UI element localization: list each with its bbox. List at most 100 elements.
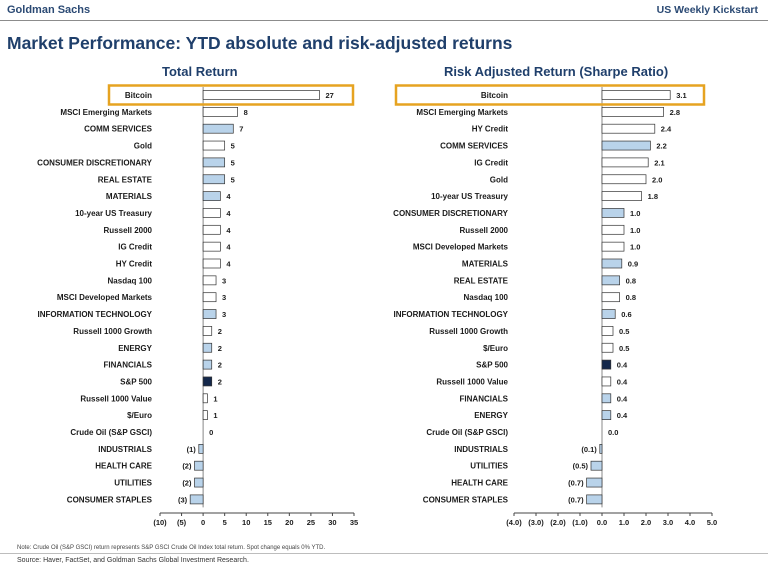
sharpe-ratio-bar — [601, 174, 647, 185]
sharpe-ratio-bar — [601, 157, 649, 168]
sharpe-ratio-value-label: (0.7) — [568, 479, 584, 488]
sharpe-ratio-bar — [601, 106, 664, 117]
sharpe-ratio-value-label: 1.0 — [630, 226, 640, 235]
total-return-x-tick-label: 15 — [264, 518, 272, 527]
total-return-value-label: 4 — [226, 226, 231, 235]
sharpe-ratio-value-label: 0.5 — [619, 344, 629, 353]
total-return-category-label: ENERGY — [118, 344, 152, 353]
sharpe-ratio-category-label: MSCI Developed Markets — [413, 243, 509, 252]
total-return-value-label: 3 — [222, 276, 226, 285]
total-return-value-label: 4 — [226, 192, 231, 201]
report-name: US Weekly Kickstart — [656, 4, 758, 16]
sharpe-ratio-category-label: MSCI Emerging Markets — [416, 108, 508, 117]
total-return-category-label: S&P 500 — [120, 377, 152, 386]
total-return-category-label: HY Credit — [116, 260, 153, 269]
sharpe-ratio-value-label: 3.1 — [676, 91, 686, 100]
total-return-bar — [202, 123, 234, 134]
sharpe-ratio-value-label: 0.4 — [617, 361, 628, 370]
sharpe-ratio-highlight-box — [394, 84, 706, 106]
total-return-category-label: Bitcoin — [125, 91, 152, 100]
total-return-bar — [202, 292, 217, 303]
sharpe-ratio-category-label: Nasdaq 100 — [464, 293, 509, 302]
sharpe-ratio-category-label: HEALTH CARE — [451, 479, 508, 488]
total-return-value-label: (2) — [182, 462, 192, 471]
header-divider — [0, 20, 768, 21]
sharpe-ratio-category-label: MATERIALS — [462, 260, 509, 269]
total-return-category-label: FINANCIALS — [104, 361, 153, 370]
total-return-bar — [202, 224, 221, 235]
sharpe-ratio-x-tick-label: 1.0 — [619, 518, 629, 527]
sharpe-ratio-x-tick-label: 0.0 — [597, 518, 607, 527]
total-return-category-label: Russell 1000 Growth — [73, 327, 152, 336]
sharpe-ratio-bar — [601, 326, 614, 336]
sharpe-ratio-category-label: CONSUMER STAPLES — [423, 495, 509, 504]
total-return-bar — [202, 157, 226, 168]
sharpe-ratio-bar — [601, 359, 612, 370]
sharpe-ratio-category-label: UTILITIES — [470, 462, 508, 471]
total-return-bar — [202, 393, 208, 404]
total-return-value-label: 0 — [209, 428, 213, 437]
sharpe-ratio-value-label: 2.8 — [670, 108, 680, 117]
total-return-value-label: 2 — [218, 377, 222, 386]
total-return-value-label: 4 — [226, 243, 231, 252]
total-return-category-label: CONSUMER STAPLES — [67, 495, 153, 504]
total-return-bar — [202, 174, 226, 185]
total-return-bar — [202, 275, 217, 286]
sharpe-ratio-value-label: 0.8 — [626, 293, 636, 302]
total-return-category-label: INDUSTRIALS — [98, 445, 152, 454]
total-return-category-label: UTILITIES — [114, 479, 152, 488]
sharpe-ratio-category-label: COMM SERVICES — [440, 142, 509, 151]
total-return-bar — [202, 90, 320, 100]
sharpe-ratio-category-label: Crude Oil (S&P GSCI) — [426, 428, 508, 437]
sharpe-ratio-bar — [601, 258, 623, 269]
total-return-bar — [202, 106, 238, 117]
total-return-bar — [202, 258, 221, 269]
sharpe-ratio-value-label: 1.0 — [630, 209, 640, 218]
total-return-value-label: (2) — [182, 479, 192, 488]
total-return-bar — [189, 494, 204, 505]
total-return-bar — [202, 326, 213, 336]
sharpe-ratio-bar — [601, 292, 620, 303]
sharpe-ratio-value-label: 0.0 — [608, 428, 618, 437]
sharpe-ratio-x-tick-label: (1.0) — [572, 518, 588, 527]
total-return-value-label: 3 — [222, 293, 226, 302]
sharpe-ratio-category-label: INFORMATION TECHNOLOGY — [393, 310, 508, 319]
total-return-category-label: COMM SERVICES — [84, 125, 153, 134]
sharpe-ratio-bar — [601, 90, 671, 100]
sharpe-ratio-value-label: 0.4 — [617, 377, 628, 386]
sharpe-ratio-value-label: 0.6 — [621, 310, 631, 319]
total-return-value-label: (3) — [178, 495, 188, 504]
sharpe-ratio-value-label: 0.8 — [626, 276, 636, 285]
sharpe-ratio-x-tick-label: (4.0) — [506, 518, 522, 527]
source-note: Source: Haver, FactSet, and Goldman Sach… — [17, 557, 249, 564]
total-return-bar — [202, 191, 221, 201]
total-return-bar — [202, 241, 221, 252]
top-bar: Goldman Sachs US Weekly Kickstart — [0, 0, 768, 22]
total-return-category-label: MSCI Emerging Markets — [60, 108, 152, 117]
total-return-value-label: 1 — [213, 411, 217, 420]
total-return-value-label: 2 — [218, 344, 222, 353]
sharpe-ratio-category-label: S&P 500 — [476, 361, 508, 370]
sharpe-ratio-bar — [601, 241, 625, 252]
sharpe-ratio-title: Risk Adjusted Return (Sharpe Ratio) — [444, 64, 669, 79]
sharpe-ratio-x-tick-label: 5.0 — [707, 518, 717, 527]
sharpe-ratio-bar — [601, 140, 651, 151]
brand-name: Goldman Sachs — [7, 4, 91, 16]
sharpe-ratio-value-label: 0.4 — [617, 394, 628, 403]
footnote: Note: Crude Oil (S&P GSCI) return repres… — [17, 545, 326, 551]
sharpe-ratio-bar — [601, 309, 616, 319]
total-return-bar — [202, 140, 226, 151]
sharpe-ratio-value-label: 2.0 — [652, 175, 662, 184]
total-return-category-label: 10-year US Treasury — [75, 209, 152, 218]
total-return-value-label: 4 — [226, 209, 231, 218]
total-return-category-label: CONSUMER DISCRETIONARY — [37, 158, 152, 167]
total-return-value-label: 5 — [231, 142, 235, 151]
sharpe-ratio-value-label: 2.2 — [656, 142, 666, 151]
total-return-bar — [198, 444, 204, 454]
total-return-category-label: IG Credit — [118, 243, 152, 252]
sharpe-ratio-bar — [601, 376, 612, 387]
sharpe-ratio-bar — [601, 393, 612, 404]
sharpe-ratio-category-label: FINANCIALS — [460, 394, 509, 403]
total-return-category-label: $/Euro — [127, 411, 152, 420]
